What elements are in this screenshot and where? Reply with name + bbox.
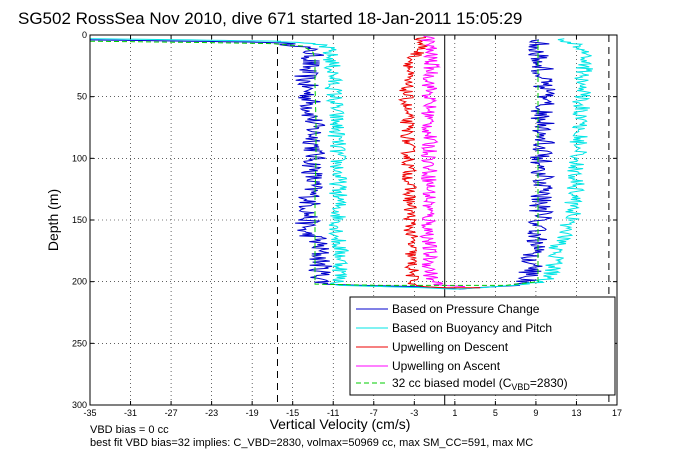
y-axis-label: Depth (m)	[45, 189, 61, 251]
series-line-4	[89, 39, 539, 286]
legend-entry-biased-model: 32 cc biased model (CVBD=2830)	[392, 376, 568, 392]
x-tick-label: -23	[205, 408, 218, 418]
y-tick-label: 100	[72, 153, 87, 163]
x-tick-label: 9	[533, 408, 538, 418]
legend-entry-upwelling-descent: Upwelling on Descent	[392, 340, 509, 354]
x-axis-label: Vertical Velocity (cm/s)	[270, 416, 411, 432]
x-tick-label: -15	[286, 408, 299, 418]
y-tick-label: 0	[82, 30, 87, 40]
legend-biased-model-end: =2830)	[530, 376, 568, 390]
x-tick-label: -27	[165, 408, 178, 418]
y-tick-label: 300	[72, 400, 87, 410]
legend-entry-pressure-change: Based on Pressure Change	[392, 302, 540, 316]
x-tick-label: 13	[571, 408, 581, 418]
series-line-0	[89, 39, 556, 290]
y-tick-label: 250	[72, 338, 87, 348]
x-tick-label: 5	[493, 408, 498, 418]
legend-biased-model-subscript: VBD	[511, 382, 530, 392]
chart-title: SG502 RossSea Nov 2010, dive 671 started…	[18, 9, 522, 28]
legend-box	[349, 296, 616, 396]
x-tick-label: 1	[452, 408, 457, 418]
y-tick-label: 50	[77, 92, 87, 102]
x-tick-label: -19	[246, 408, 259, 418]
x-tick-label: -31	[124, 408, 137, 418]
x-tick-label: -35	[83, 408, 96, 418]
x-tick-label: 17	[612, 408, 622, 418]
y-axis-ticks: 0 50 100 150 200 250 300	[72, 30, 617, 410]
legend-entry-upwelling-ascent: Upwelling on Ascent	[392, 359, 501, 373]
y-tick-label: 150	[72, 215, 87, 225]
x-tick-label: -7	[370, 408, 378, 418]
footer-line-2: best fit VBD bias=32 implies: C_VBD=2830…	[90, 437, 533, 449]
x-tick-label: -3	[410, 408, 418, 418]
footer-line-1: VBD bias = 0 cc	[90, 424, 169, 436]
legend-entry-buoyancy-pitch: Based on Buoyancy and Pitch	[392, 321, 552, 335]
series-line-2	[397, 37, 481, 289]
x-axis-ticks: -35 -31 -27 -23 -19 -15 -11 -7 -3 1 5 9 13 17	[83, 35, 622, 418]
y-tick-label: 200	[72, 277, 87, 287]
x-tick-label: -11	[327, 408, 339, 418]
series-line-3	[419, 35, 466, 288]
series-line-1	[89, 38, 593, 290]
legend: Based on Pressure Change Based on Buoyan…	[349, 296, 616, 396]
legend-biased-model-main: 32 cc biased model (C	[392, 376, 512, 390]
series-group	[89, 35, 593, 290]
